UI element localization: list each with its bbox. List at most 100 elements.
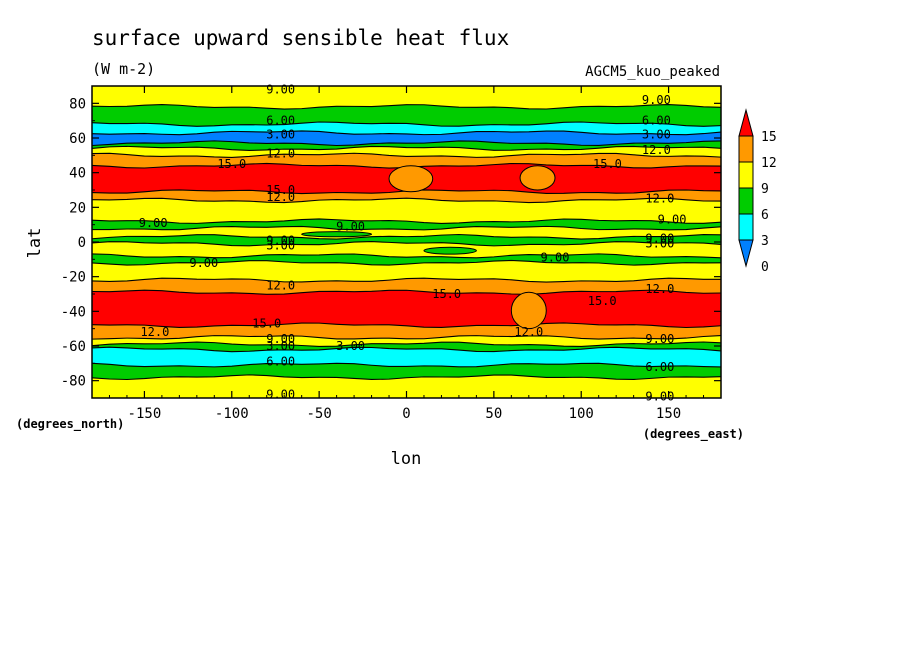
contour-line <box>91 362 722 368</box>
x-tick-label: 100 <box>569 406 594 422</box>
x-tick-label: 50 <box>485 406 502 422</box>
contour-label: 12.0 <box>266 278 295 292</box>
contour-label: 9.00 <box>266 388 295 402</box>
contour-band <box>92 322 721 340</box>
contour-label: 6.00 <box>642 114 671 128</box>
contour-label: 9.00 <box>139 216 168 230</box>
chart-title: surface upward sensible heat flux <box>92 26 509 50</box>
y-tick-label: 20 <box>69 200 86 216</box>
contour-line <box>91 140 722 147</box>
x-axis-label: lon <box>391 449 422 469</box>
contour-line <box>91 259 722 266</box>
x-tick-label: 0 <box>402 406 410 422</box>
contour-label: 12.0 <box>514 325 543 339</box>
contour-patch <box>519 165 556 191</box>
model-label: AGCM5_kuo_peaked <box>585 64 720 80</box>
contour-line <box>91 225 722 231</box>
contour-label: 15.0 <box>432 287 461 301</box>
contour-line <box>91 233 722 240</box>
colorbar-label: 15 <box>761 130 777 145</box>
contour-label: 9.00 <box>266 233 295 247</box>
colorbar-label: 9 <box>761 182 769 197</box>
contour-line <box>91 197 722 204</box>
contour-label: 15.0 <box>217 157 246 171</box>
contour-label: 9.00 <box>266 332 295 346</box>
contour-label: 15.0 <box>588 294 617 308</box>
contour-line <box>91 253 722 259</box>
y-tick-label: 0 <box>78 235 86 251</box>
contour-line <box>91 341 722 348</box>
contour-band <box>92 189 721 203</box>
contour-line <box>91 145 722 151</box>
contour-label: 9.00 <box>266 82 295 96</box>
contour-line <box>91 103 722 110</box>
contour-label: 3.00 <box>266 339 295 353</box>
x-tick-label: -50 <box>306 406 331 422</box>
colorbar-swatch <box>738 161 754 189</box>
contour-band <box>92 347 721 367</box>
y-tick-label: 40 <box>69 166 86 182</box>
contour-label: 9.00 <box>658 212 687 226</box>
colorbar-swatch <box>738 135 754 163</box>
contour-line <box>91 241 722 247</box>
contour-label: 9.00 <box>189 256 218 270</box>
contour-line <box>91 374 722 381</box>
contour-band <box>92 130 721 146</box>
contour-label: 6.00 <box>645 360 674 374</box>
y-tick-label: -60 <box>61 339 86 355</box>
contour-label: 15.0 <box>252 316 281 330</box>
contour-band <box>92 226 721 240</box>
contour-band <box>92 198 721 224</box>
contour-patch <box>388 165 434 193</box>
contour-label: 6.00 <box>266 355 295 369</box>
contour-band <box>92 278 721 295</box>
contour-label: 9.00 <box>541 251 570 265</box>
contour-label: 3.00 <box>336 339 365 353</box>
y-tick-label: -40 <box>61 304 86 320</box>
contour-label: 9.00 <box>645 389 674 403</box>
contour-line <box>91 322 722 329</box>
colorbar-swatch <box>738 108 754 137</box>
contour-patch <box>423 246 477 255</box>
contour-label: 6.00 <box>266 114 295 128</box>
contour-band <box>92 374 721 398</box>
contour-label: 9.00 <box>645 332 674 346</box>
contour-patch <box>301 231 373 238</box>
y-axis-label: lat <box>25 228 45 259</box>
y-tick-label: -80 <box>61 374 86 390</box>
x-axis: -150 -100 -50 0 50 100 150 <box>108 86 705 422</box>
y-tick-label: -20 <box>61 270 86 286</box>
colorbar-label: 6 <box>761 208 769 223</box>
contour-label: 15.0 <box>593 157 622 171</box>
contour-line <box>91 277 722 283</box>
y-tick-label: 60 <box>69 131 86 147</box>
contour-band <box>92 86 721 110</box>
contour-band <box>92 335 721 347</box>
contour-band <box>92 260 721 283</box>
contour-line <box>91 130 722 136</box>
contour-line <box>91 289 722 295</box>
chart-subtitle: (W m-2) <box>92 60 155 78</box>
contour-label: 12.0 <box>266 147 295 161</box>
contour-patch <box>510 291 547 330</box>
y-axis: -80 -60 -40 -20 0 20 40 60 80 <box>61 85 721 399</box>
colorbar-label: 3 <box>761 234 769 249</box>
contour-lines <box>91 103 722 381</box>
contour-band <box>92 104 721 127</box>
colorbar-swatch <box>738 239 754 268</box>
contour-line <box>91 218 722 225</box>
contour-label: 3.00 <box>645 237 674 251</box>
contour-label: 3.00 <box>266 238 295 252</box>
contour-label: 3.00 <box>266 128 295 142</box>
colorbar-label: 12 <box>761 156 777 171</box>
contour-band <box>92 241 721 258</box>
contour-band <box>92 341 721 352</box>
contour-line <box>91 152 722 158</box>
contour-line <box>91 335 722 340</box>
x-tick-label: 150 <box>656 406 681 422</box>
contour-label: 12.0 <box>140 325 169 339</box>
contour-label: 9.00 <box>642 93 671 107</box>
contour-label: 9.00 <box>336 219 365 233</box>
